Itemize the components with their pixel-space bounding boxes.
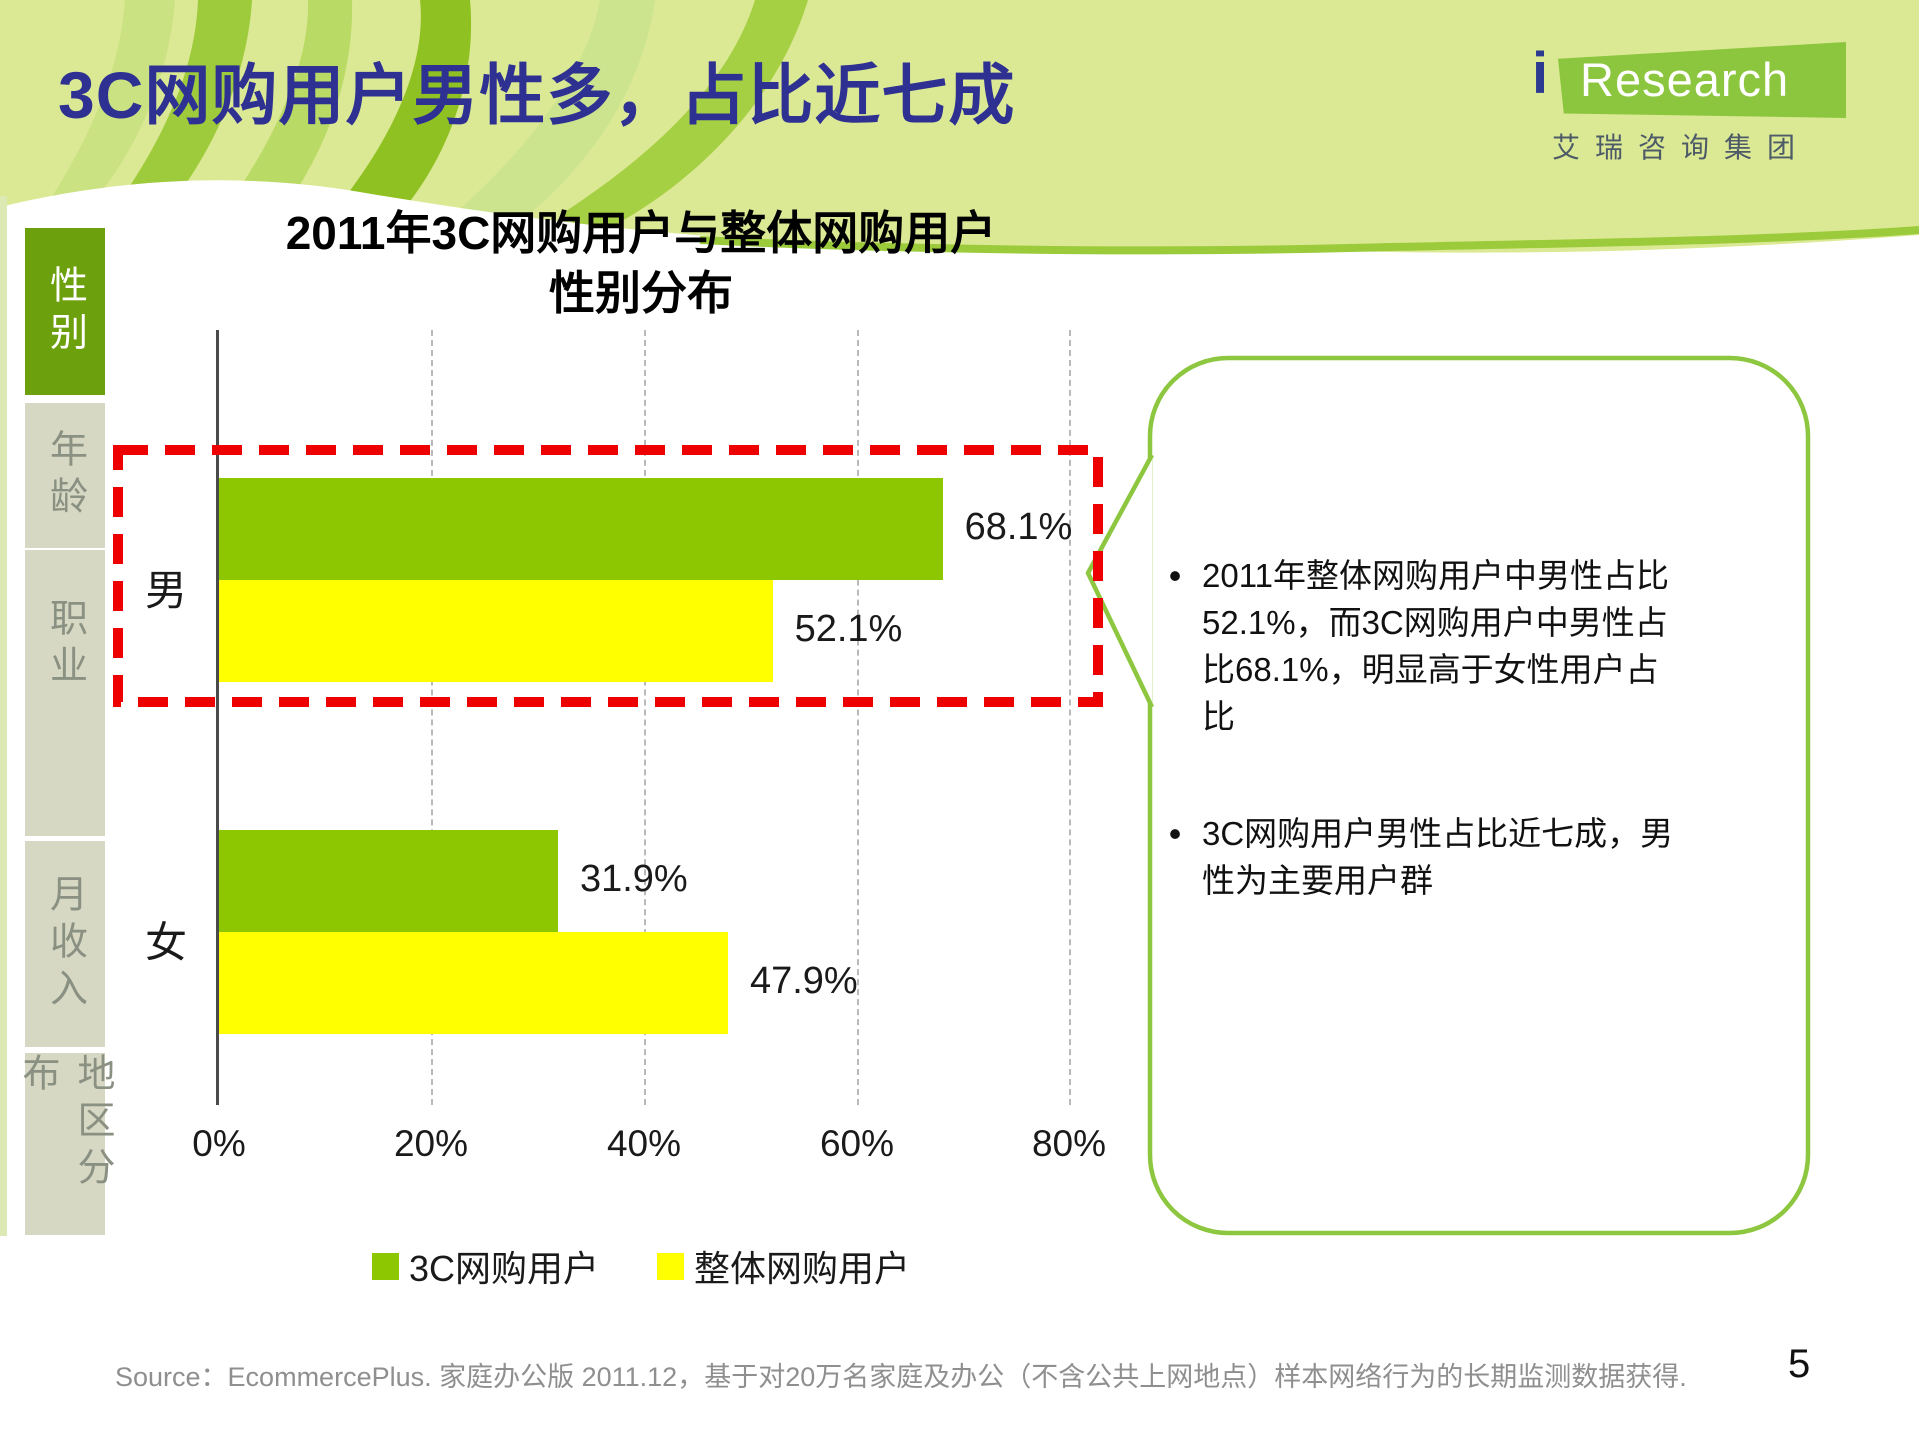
sidebar-item-occupation[interactable]: 职业 [25, 550, 105, 836]
bar-female-overall [219, 932, 728, 1034]
x-tick-20: 20% [393, 1123, 469, 1164]
gridline-40 [644, 330, 646, 1105]
bullet-dot-icon: • [1168, 555, 1182, 596]
x-tick-40: 40% [606, 1123, 682, 1164]
gridline-60 [857, 330, 859, 1105]
gridline-20 [431, 330, 433, 1105]
x-tick-0: 0% [192, 1123, 246, 1164]
callout-bullet-1-text: 2011年整体网购用户中男性占比52.1%，而3C网购用户中男性占比68.1%，… [1202, 557, 1669, 735]
sidebar-item-age[interactable]: 年龄 [25, 403, 105, 548]
header-wave-highlight [699, 226, 1919, 255]
left-edge-decoration [0, 196, 7, 1236]
sidebar-item-gender[interactable]: 性别 [25, 228, 105, 395]
chart-title-line2: 性别分布 [549, 267, 733, 319]
bar-female-3c [219, 830, 558, 932]
bar-male-3c [219, 478, 943, 580]
slide-title: 3C网购用户男性多，占比近七成 [58, 58, 1016, 132]
callout-bullet-2: • 3C网购用户男性占比近七成，男性为主要用户群 [1148, 810, 1748, 904]
source-text: Source：EcommercePlus. 家庭办公版 2011.12，基于对2… [115, 1362, 1687, 1392]
chart-title: 2011年3C网购用户与整体网购用户 性别分布 [216, 203, 1066, 323]
callout-bullet-1: • 2011年整体网购用户中男性占比52.1%，而3C网购用户中男性占比68.1… [1148, 552, 1748, 740]
legend-label-overall: 整体网购用户 [694, 1248, 911, 1289]
legend-swatch-yellow-icon [657, 1252, 684, 1280]
category-label-female: 女 [144, 919, 187, 966]
category-label-male: 男 [144, 567, 187, 614]
bar-male-overall [219, 580, 773, 682]
chart-title-line1: 2011年3C网购用户与整体网购用户 [285, 207, 997, 259]
callout-bubble-tail [1085, 453, 1155, 708]
legend: 3C网购用户 整体网购用户 [216, 1240, 1066, 1292]
page-number: 5 [1788, 1342, 1811, 1386]
x-tick-60: 60% [819, 1123, 895, 1164]
plot-area: 68.1% 52.1% 31.9% 47.9% 男 女 0% 20% 40% 6… [145, 330, 1106, 1164]
bullet-dot-icon: • [1168, 813, 1182, 854]
value-label-female-overall: 47.9% [749, 960, 858, 1002]
sidebar-item-region[interactable]: 地区分布 [16, 1053, 113, 1235]
legend-swatch-green-icon [371, 1252, 399, 1280]
legend-item-overall: 整体网购用户 [657, 1240, 910, 1292]
legend-item-3c: 3C网购用户 [371, 1240, 599, 1292]
sidebar-item-income[interactable]: 月收入 [25, 841, 105, 1047]
gridline-80 [1069, 330, 1071, 1105]
callout-text: • 2011年整体网购用户中男性占比52.1%，而3C网购用户中男性占比68.1… [1148, 552, 1748, 904]
value-label-female-3c: 31.9% [579, 858, 688, 900]
logo-i-mark: i [1532, 41, 1549, 106]
header-wave [0, 0, 1919, 253]
value-label-male-3c: 68.1% [964, 506, 1073, 548]
callout-bullet-2-text: 3C网购用户男性占比近七成，男性为主要用户群 [1202, 815, 1674, 899]
value-label-male-overall: 52.1% [794, 608, 903, 650]
logo-wordmark: Research [1580, 53, 1790, 106]
header-decoration [0, 0, 1919, 255]
logo-company-name: 艾瑞咨询集团 [1552, 132, 1811, 163]
x-tick-80: 80% [1031, 1123, 1107, 1164]
legend-label-3c: 3C网购用户 [408, 1248, 599, 1289]
